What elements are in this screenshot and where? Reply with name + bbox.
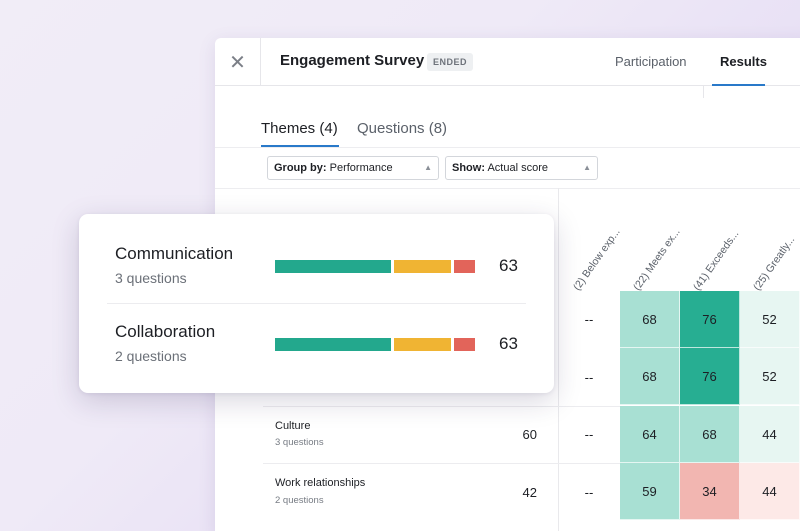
status-badge: ENDED <box>427 53 474 71</box>
theme-name[interactable]: Work relationships <box>275 477 366 489</box>
table-cell: 59 <box>620 463 680 520</box>
show-label: Show: <box>452 162 485 174</box>
bar-segment-neutral <box>394 338 451 351</box>
column-header: (22) Meets ex... <box>631 226 683 293</box>
theme-score: 63 <box>499 256 518 275</box>
table-cell: 76 <box>680 291 740 348</box>
sort-caret-icon: ▲ <box>583 163 591 172</box>
table-cell: 64 <box>620 406 680 463</box>
table-cell: 76 <box>680 348 740 405</box>
table-cell: 44 <box>740 406 800 463</box>
survey-header: ✕ Engagement Survey ENDED Participation … <box>215 38 800 86</box>
results-tab-indicator <box>712 84 765 86</box>
survey-title: Engagement Survey <box>280 52 425 69</box>
table-cell: -- <box>584 427 594 442</box>
row-divider <box>263 463 800 464</box>
theme-question-count: 3 questions <box>275 437 324 448</box>
group-by-value: Performance <box>329 162 393 174</box>
bar-segment-neutral <box>394 260 451 273</box>
theme-name[interactable]: Culture <box>275 420 311 432</box>
table-cell: 52 <box>740 348 800 405</box>
theme-score: 60 <box>522 427 537 442</box>
table-cell: 44 <box>740 463 800 520</box>
subtab-questions[interactable]: Questions (8) <box>357 120 448 137</box>
bar-segment-unfavorable <box>454 338 475 351</box>
close-icon[interactable]: ✕ <box>215 38 261 86</box>
row-divider <box>263 406 800 407</box>
bar-segment-favorable <box>275 338 391 351</box>
table-cell: -- <box>584 312 594 327</box>
show-select[interactable]: Show: Actual score ▲ <box>445 156 598 180</box>
column-header: (2) Below exp... <box>571 226 623 293</box>
theme-score-card: Communication 3 questions 63 Collaborati… <box>79 214 554 393</box>
list-item[interactable]: Collaboration 2 questions 63 <box>107 303 526 379</box>
table-cell: 34 <box>680 463 740 520</box>
table-cell: 52 <box>740 291 800 348</box>
group-by-label: Group by: <box>274 162 327 174</box>
tab-results[interactable]: Results <box>720 54 767 69</box>
theme-score: 42 <box>522 485 537 500</box>
theme-question-count: 2 questions <box>115 348 187 364</box>
table-cell: -- <box>584 370 594 385</box>
theme-question-count: 2 questions <box>275 495 324 506</box>
column-divider <box>558 188 559 531</box>
column-header: (41) Exceeds... <box>691 228 742 293</box>
column-header: (25) Greatly... <box>751 234 798 293</box>
bar-segment-favorable <box>275 260 391 273</box>
theme-score: 63 <box>499 334 518 353</box>
show-value: Actual score <box>487 162 548 174</box>
theme-title: Collaboration <box>115 322 216 341</box>
themes-tab-indicator <box>261 145 339 147</box>
tab-participation[interactable]: Participation <box>615 54 687 69</box>
table-cell: -- <box>584 485 594 500</box>
theme-title: Communication <box>115 244 234 263</box>
theme-question-count: 3 questions <box>115 270 187 286</box>
bar-segment-unfavorable <box>454 260 475 273</box>
list-item[interactable]: Communication 3 questions 63 <box>107 226 526 302</box>
table-cell: 68 <box>620 291 680 348</box>
table-cell: 68 <box>620 348 680 405</box>
group-by-select[interactable]: Group by: Performance ▲ <box>267 156 439 180</box>
sort-caret-icon: ▲ <box>424 163 432 172</box>
divider <box>215 147 800 148</box>
divider <box>703 86 704 98</box>
divider <box>215 188 800 189</box>
subtab-themes[interactable]: Themes (4) <box>261 120 338 137</box>
table-cell: 68 <box>680 406 740 463</box>
